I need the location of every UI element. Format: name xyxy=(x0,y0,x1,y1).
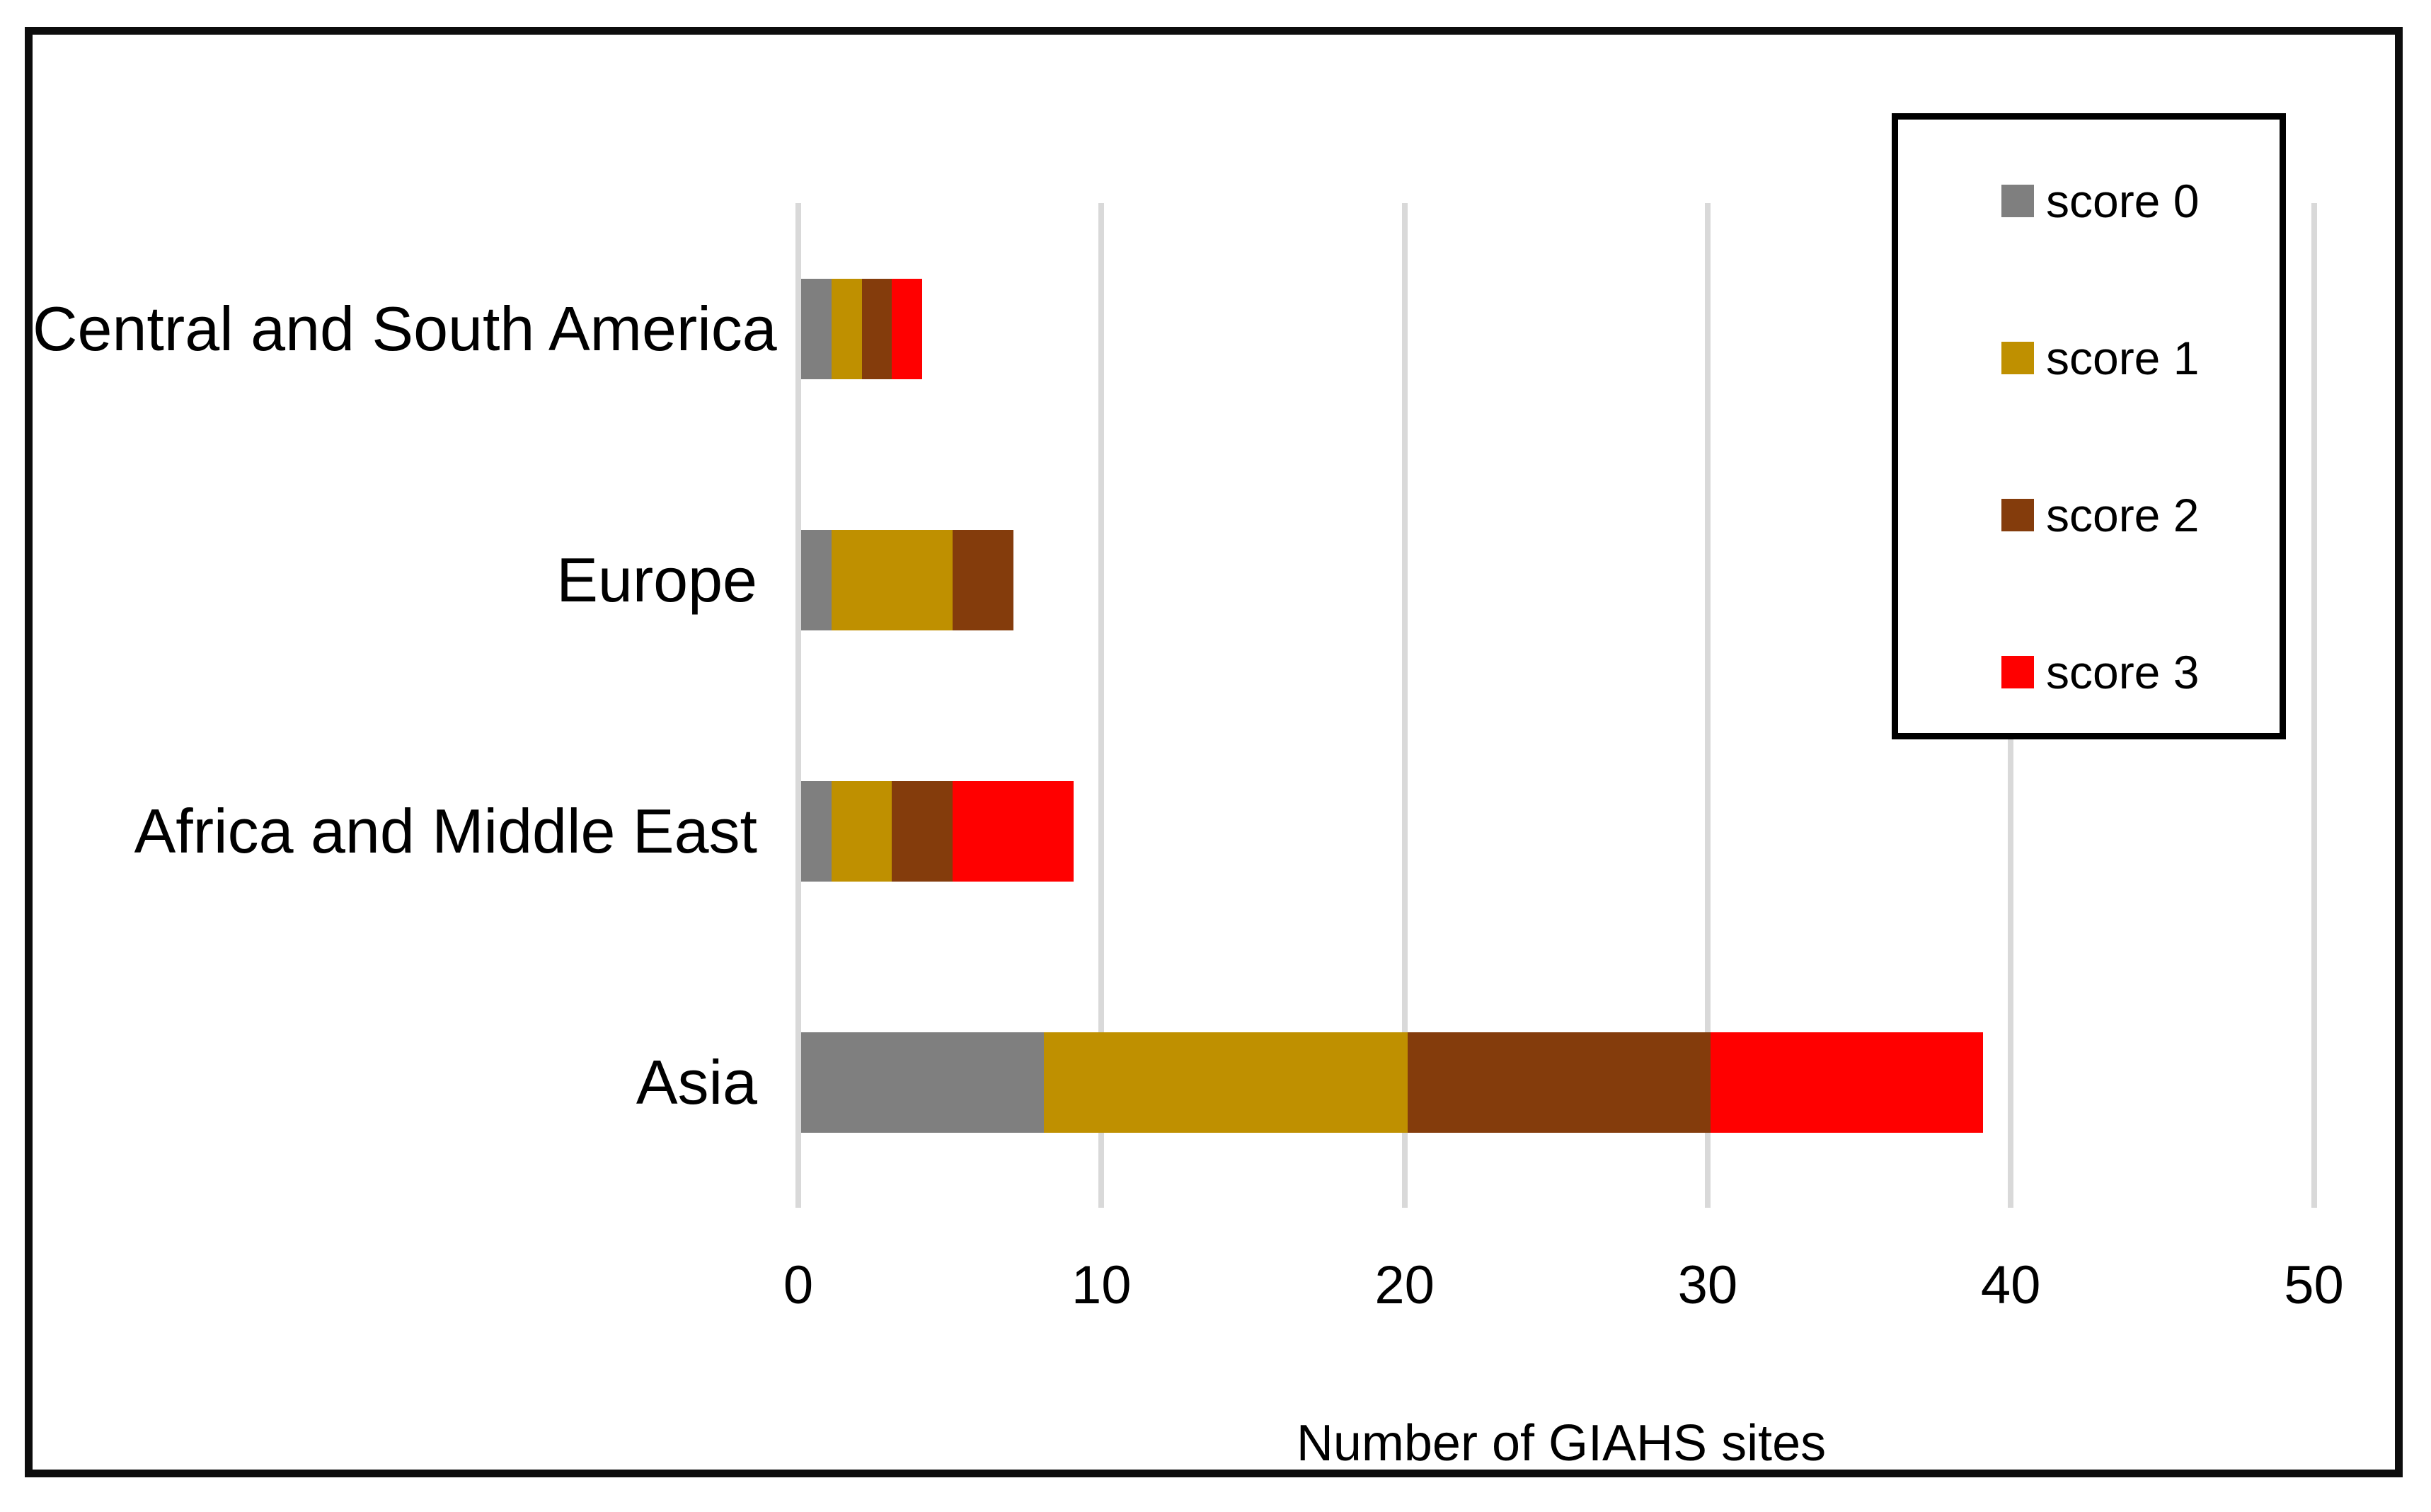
bar-row-africa-and-middle-east xyxy=(801,780,1074,882)
bar-segment-score-2 xyxy=(892,780,953,882)
gridline-x-30 xyxy=(1704,203,1711,1208)
category-label-central-and-south-america: Central and South America xyxy=(33,293,777,364)
bar-segment-score-0 xyxy=(801,780,832,882)
category-label-africa-and-middle-east: Africa and Middle East xyxy=(134,795,757,866)
x-tick-label-40: 40 xyxy=(1980,1255,2041,1315)
bar-segment-score-1 xyxy=(831,278,862,379)
bar-row-europe xyxy=(801,529,1013,630)
legend-item-score-2: score 2 xyxy=(2001,480,2199,550)
x-tick-label-50: 50 xyxy=(2284,1255,2344,1315)
legend-item-score-3: score 3 xyxy=(2001,637,2199,708)
gridline-x-20 xyxy=(1401,203,1408,1208)
bar-segment-score-2 xyxy=(861,278,892,379)
legend-swatch-score-1 xyxy=(2001,342,2034,374)
legend-swatch-score-2 xyxy=(2001,499,2034,531)
x-axis-title: Number of GIAHS sites xyxy=(1296,1415,1827,1472)
bar-segment-score-3 xyxy=(892,278,923,379)
x-tick-label-0: 0 xyxy=(783,1255,814,1315)
bar-segment-score-2 xyxy=(1407,1032,1711,1133)
category-label-europe: Europe xyxy=(556,544,757,615)
bar-row-central-and-south-america xyxy=(801,278,923,379)
legend-label-score-0: score 0 xyxy=(2046,175,2200,227)
legend-label-score-3: score 3 xyxy=(2046,646,2200,698)
gridline-x-50 xyxy=(2311,203,2317,1208)
bar-segment-score-0 xyxy=(801,529,832,630)
legend-label-score-2: score 2 xyxy=(2046,489,2200,541)
legend: score 0 score 1 score 2 score 3 xyxy=(1892,113,2286,739)
bar-segment-score-3 xyxy=(1710,1032,1984,1133)
gridline-x-0 xyxy=(795,203,801,1208)
x-tick-label-20: 20 xyxy=(1374,1255,1435,1315)
legend-item-score-1: score 1 xyxy=(2001,323,2199,393)
legend-swatch-score-0 xyxy=(2001,185,2034,217)
legend-label-score-1: score 1 xyxy=(2046,332,2200,384)
bar-segment-score-3 xyxy=(953,780,1074,882)
bar-segment-score-0 xyxy=(801,1032,1044,1133)
bar-segment-score-2 xyxy=(953,529,1013,630)
bar-segment-score-1 xyxy=(1043,1032,1408,1133)
x-tick-label-30: 30 xyxy=(1677,1255,1738,1315)
chart-frame: Central and South America Europe Africa an… xyxy=(25,27,2403,1477)
bar-segment-score-0 xyxy=(801,278,832,379)
bar-segment-score-1 xyxy=(831,529,953,630)
gridline-x-10 xyxy=(1098,203,1105,1208)
x-tick-label-10: 10 xyxy=(1071,1255,1132,1315)
legend-item-score-0: score 0 xyxy=(2001,166,2199,236)
bar-row-asia xyxy=(801,1032,1984,1133)
legend-swatch-score-3 xyxy=(2001,656,2034,688)
bar-segment-score-1 xyxy=(831,780,892,882)
category-label-asia: Asia xyxy=(636,1046,757,1117)
